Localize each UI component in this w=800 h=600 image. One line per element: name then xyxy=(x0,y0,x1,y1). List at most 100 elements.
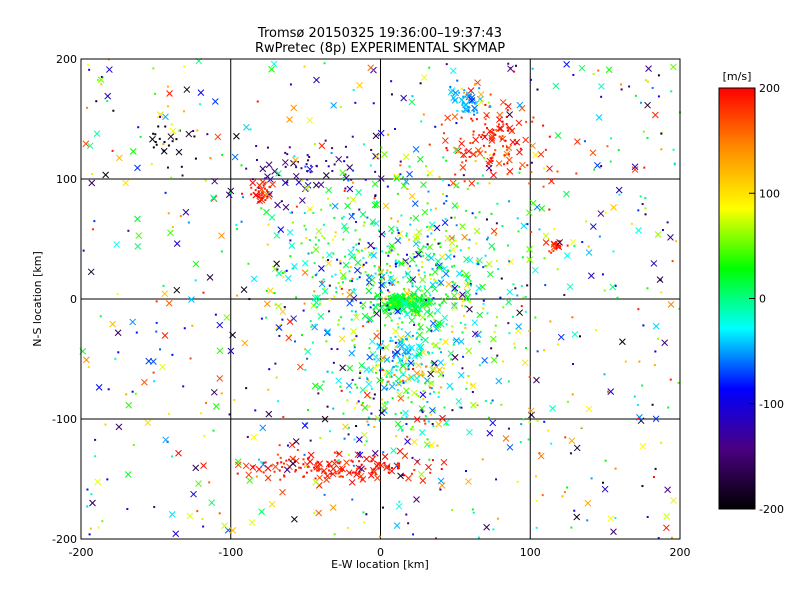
data-point-dot xyxy=(405,232,408,235)
data-point-dot xyxy=(503,163,506,166)
data-point-dot xyxy=(379,289,382,292)
data-point-dot xyxy=(388,301,391,304)
data-point-dot xyxy=(478,134,481,137)
data-point-cross xyxy=(318,142,326,150)
y-tick-label: 0 xyxy=(70,293,77,306)
data-point-cross xyxy=(548,177,555,185)
data-point-cross xyxy=(279,488,286,496)
data-point-dot xyxy=(353,346,356,349)
data-point-dot xyxy=(487,101,490,104)
data-point-cross xyxy=(306,116,314,124)
data-point-dot xyxy=(464,149,467,152)
data-point-dot xyxy=(395,345,398,348)
data-point-cross xyxy=(275,170,282,177)
data-point-dot xyxy=(366,216,369,219)
data-point-dot xyxy=(414,304,417,307)
data-point-dot xyxy=(182,385,185,388)
data-point-dot xyxy=(358,460,361,463)
data-point-dot xyxy=(247,262,250,265)
data-point-dot xyxy=(112,109,115,112)
data-point-cross xyxy=(451,302,458,309)
data-point-dot xyxy=(350,178,353,181)
data-point-dot xyxy=(431,351,434,354)
data-point-dot xyxy=(428,381,431,384)
data-point-dot xyxy=(320,280,323,283)
data-point-cross xyxy=(418,429,426,436)
data-point-dot xyxy=(408,356,411,359)
data-point-dot xyxy=(100,83,103,86)
data-point-dot xyxy=(401,416,404,419)
data-point-dot xyxy=(431,362,434,365)
data-point-dot xyxy=(641,485,644,488)
data-point-dot xyxy=(192,129,195,132)
data-point-dot xyxy=(196,510,199,513)
data-point-dot xyxy=(445,195,448,198)
data-point-cross xyxy=(292,172,300,180)
colorbar-tick-label: -200 xyxy=(759,503,784,516)
data-point-dot xyxy=(354,471,357,474)
data-point-cross xyxy=(452,89,460,97)
data-point-cross xyxy=(489,419,497,427)
data-point-dot xyxy=(415,313,418,316)
data-point-cross xyxy=(568,437,576,445)
data-point-dot xyxy=(508,332,511,335)
data-point-cross xyxy=(346,291,354,299)
data-point-dot xyxy=(135,331,138,334)
data-point-dot xyxy=(451,362,454,365)
data-point-dot xyxy=(380,398,383,401)
data-point-dot xyxy=(414,301,417,304)
data-point-dot xyxy=(221,153,224,156)
data-point-cross xyxy=(88,179,96,187)
data-point-dot xyxy=(463,299,466,302)
data-point-dot xyxy=(389,339,392,342)
data-point-cross xyxy=(263,208,270,216)
data-point-dot xyxy=(384,324,387,327)
data-point-dot xyxy=(425,365,428,368)
data-point-dot xyxy=(306,159,309,162)
data-point-dot xyxy=(358,238,361,241)
data-point-dot xyxy=(366,389,369,392)
data-point-dot xyxy=(187,221,190,224)
data-point-cross xyxy=(271,265,279,273)
data-point-dot xyxy=(300,179,303,182)
data-point-dot xyxy=(363,143,366,146)
data-point-cross xyxy=(267,176,274,183)
data-point-dot xyxy=(555,247,558,250)
data-point-dot xyxy=(375,354,378,357)
data-point-dot xyxy=(455,224,458,227)
data-point-cross xyxy=(542,239,550,246)
data-point-dot xyxy=(630,222,633,225)
data-point-dot xyxy=(451,265,454,268)
data-point-cross xyxy=(421,208,429,216)
data-point-dot xyxy=(310,164,313,167)
data-point-dot xyxy=(354,472,357,475)
data-point-dot xyxy=(155,143,158,146)
data-point-dot xyxy=(421,411,424,414)
data-point-dot xyxy=(331,147,334,150)
data-point-dot xyxy=(358,451,361,454)
data-point-cross xyxy=(355,436,363,443)
data-point-cross xyxy=(388,279,396,286)
data-point-dot xyxy=(359,372,362,375)
data-point-cross xyxy=(242,462,250,470)
data-point-cross xyxy=(533,376,540,384)
data-point-dot xyxy=(431,343,434,346)
data-point-cross xyxy=(468,180,476,187)
data-point-cross xyxy=(410,438,418,446)
data-point-cross xyxy=(301,422,309,429)
data-point-dot xyxy=(264,177,267,180)
data-point-dot xyxy=(390,375,393,378)
data-point-cross xyxy=(233,132,240,140)
data-point-dot xyxy=(395,369,398,372)
data-point-cross xyxy=(342,261,350,269)
data-point-cross xyxy=(407,359,415,367)
x-tick-label: 100 xyxy=(520,546,541,559)
data-point-dot xyxy=(316,461,319,464)
data-point-cross xyxy=(384,312,392,319)
data-point-dot xyxy=(307,457,310,460)
data-point-dot xyxy=(396,226,399,229)
data-point-dot xyxy=(419,349,422,352)
data-point-dot xyxy=(641,384,644,387)
data-point-dot xyxy=(357,400,360,403)
